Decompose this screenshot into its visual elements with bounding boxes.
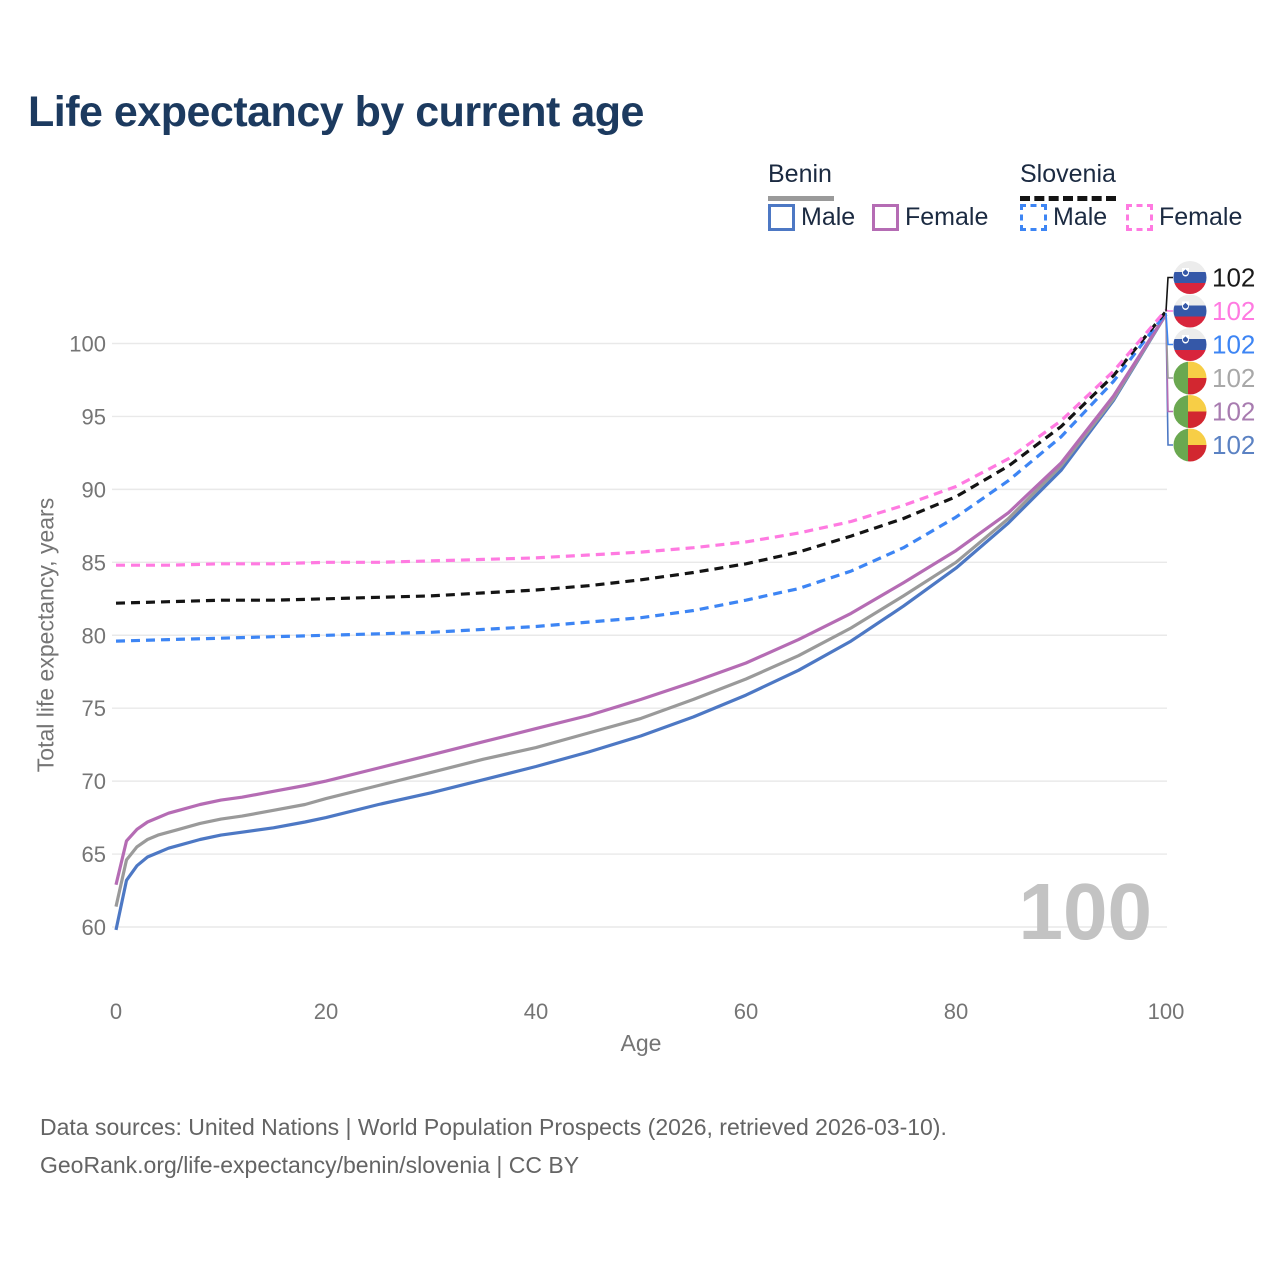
x-tick-label: 40	[524, 999, 548, 1024]
leader-slovenia-male	[1165, 312, 1173, 346]
y-tick-label: 65	[82, 842, 106, 867]
legend-group-slovenia[interactable]: Slovenia	[1020, 160, 1116, 188]
line-slovenia-female	[116, 308, 1168, 567]
legend-item-benin-male[interactable]: Male	[768, 203, 855, 232]
slovenia-female-flag-icon	[1173, 294, 1207, 328]
legend-label: Female	[1159, 203, 1243, 231]
legend-item-benin-female[interactable]: Female	[872, 203, 988, 232]
line-benin-female	[114, 313, 1168, 886]
y-tick-label: 90	[82, 477, 106, 502]
x-tick-label: 20	[314, 999, 338, 1024]
end-label-slovenia-male: 102	[1212, 330, 1255, 360]
page-title: Life expectancy by current age	[28, 88, 644, 136]
legend-label: Female	[905, 203, 989, 231]
y-tick-label: 80	[82, 623, 106, 648]
legend-swatch-slovenia-female	[1126, 204, 1153, 231]
end-label-leaders	[1165, 276, 1173, 446]
y-tick-label: 70	[82, 769, 106, 794]
end-label-flags	[1173, 261, 1207, 462]
line-benin-male	[114, 313, 1168, 931]
benin-overall-flag-icon	[1173, 361, 1207, 395]
footer-sources: Data sources: United Nations | World Pop…	[40, 1114, 947, 1140]
end-label-benin-overall: 102	[1212, 363, 1255, 393]
end-label-slovenia-overall: 102	[1212, 263, 1255, 293]
y-tick-label: 75	[82, 696, 106, 721]
benin-male-flag-icon	[1173, 428, 1207, 462]
x-tick-labels: 0 20 40 60 80 100	[110, 999, 1184, 1024]
y-tick-labels: 60 65 70 75 80 85 90 95 100	[69, 332, 106, 941]
x-tick-label: 60	[734, 999, 758, 1024]
x-tick-label: 0	[110, 999, 122, 1024]
leader-slovenia-female	[1165, 309, 1173, 312]
legend-swatch-benin-male	[768, 204, 795, 231]
legend-item-slovenia-male[interactable]: Male	[1020, 203, 1107, 232]
y-gridlines	[112, 342, 1167, 928]
end-label-benin-female: 102	[1212, 397, 1255, 427]
y-tick-label: 95	[82, 404, 106, 429]
legend-label: Male	[1053, 203, 1108, 231]
x-axis-title: Age	[620, 1030, 662, 1056]
line-slovenia-overall	[115, 310, 1168, 605]
age-counter-watermark: 100	[1018, 867, 1152, 956]
footer: Data sources: United Nations | World Pop…	[40, 1108, 947, 1184]
x-tick-label: 80	[944, 999, 968, 1024]
y-tick-label: 85	[82, 550, 106, 575]
y-tick-label: 60	[82, 915, 106, 940]
line-benin-overall	[114, 313, 1168, 907]
legend-rule-slovenia	[1020, 196, 1116, 201]
line-slovenia-male	[115, 311, 1168, 643]
legend-rule-benin	[768, 196, 834, 201]
y-tick-label: 100	[69, 332, 106, 357]
leader-slovenia-overall	[1165, 276, 1173, 312]
slovenia-male-flag-icon	[1173, 328, 1207, 361]
series-paths	[114, 308, 1168, 931]
legend-swatch-benin-female	[872, 204, 899, 231]
benin-female-flag-icon	[1173, 395, 1207, 428]
legend-swatch-slovenia-male	[1020, 204, 1047, 231]
end-label-slovenia-female: 102	[1212, 296, 1255, 326]
footer-link: GeoRank.org/life-expectancy/benin/sloven…	[40, 1152, 580, 1178]
legend-item-slovenia-female[interactable]: Female	[1126, 203, 1242, 232]
end-label-benin-male: 102	[1212, 430, 1255, 460]
legend-group-benin[interactable]: Benin	[768, 160, 832, 188]
legend-label: Male	[801, 203, 856, 231]
slovenia-overall-flag-icon	[1173, 261, 1207, 294]
x-tick-label: 100	[1148, 999, 1185, 1024]
